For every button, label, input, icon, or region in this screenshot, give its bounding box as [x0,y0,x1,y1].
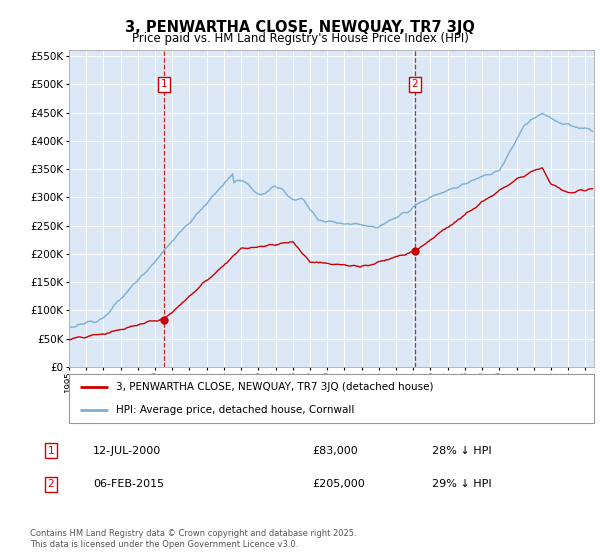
Text: 3, PENWARTHA CLOSE, NEWQUAY, TR7 3JQ (detached house): 3, PENWARTHA CLOSE, NEWQUAY, TR7 3JQ (de… [116,382,434,393]
Text: 2: 2 [412,80,418,89]
Text: Price paid vs. HM Land Registry's House Price Index (HPI): Price paid vs. HM Land Registry's House … [131,32,469,45]
Text: 28% ↓ HPI: 28% ↓ HPI [432,446,491,456]
Text: 29% ↓ HPI: 29% ↓ HPI [432,479,491,489]
Text: Contains HM Land Registry data © Crown copyright and database right 2025.
This d: Contains HM Land Registry data © Crown c… [30,529,356,549]
Text: 12-JUL-2000: 12-JUL-2000 [93,446,161,456]
Text: 3, PENWARTHA CLOSE, NEWQUAY, TR7 3JQ: 3, PENWARTHA CLOSE, NEWQUAY, TR7 3JQ [125,20,475,35]
FancyBboxPatch shape [69,374,594,423]
Text: £205,000: £205,000 [312,479,365,489]
Text: 1: 1 [47,446,55,456]
Text: £83,000: £83,000 [312,446,358,456]
Text: 2: 2 [47,479,55,489]
Text: 06-FEB-2015: 06-FEB-2015 [93,479,164,489]
Text: HPI: Average price, detached house, Cornwall: HPI: Average price, detached house, Corn… [116,405,355,416]
Text: 1: 1 [161,80,167,89]
